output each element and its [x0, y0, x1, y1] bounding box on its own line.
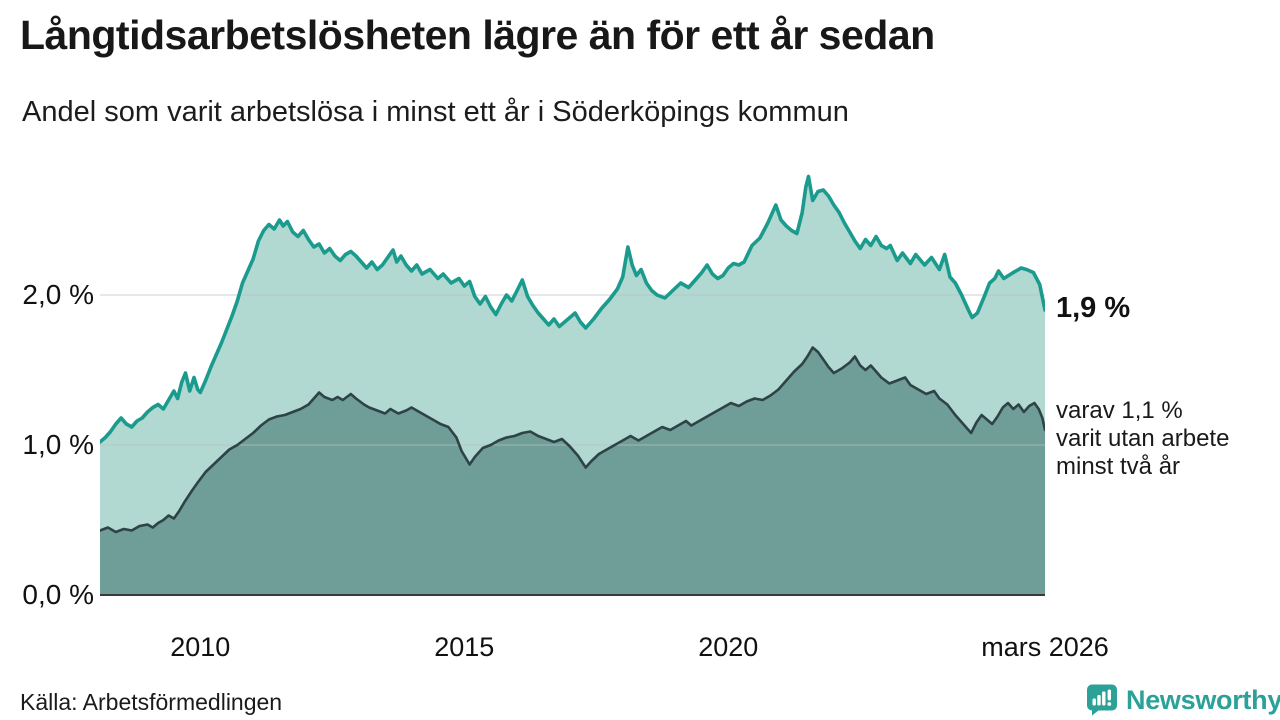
line-min-one-year: [100, 174, 1045, 444]
secondary-annotation-line: varit utan arbete: [1056, 425, 1230, 452]
newsworthy-bubble-chart-icon: [1087, 684, 1117, 716]
page-subtitle: Andel som varit arbetslösa i minst ett å…: [22, 96, 849, 128]
y-axis-tick-label: 2,0 %: [22, 279, 94, 310]
end-value-annotation: 1,9 %: [1056, 292, 1131, 324]
area-fill-min-two-years: [100, 347, 1045, 595]
page-title: Långtidsarbetslösheten lägre än för ett …: [20, 12, 935, 58]
secondary-annotation-line: varav 1,1 %: [1056, 397, 1183, 424]
x-axis-tick-label: mars 2026: [981, 632, 1109, 662]
chart-canvas: [100, 174, 1045, 596]
source-note: Källa: Arbetsförmedlingen: [20, 689, 283, 715]
x-axis-tick-label: 2020: [698, 632, 759, 662]
x-axis-tick-label: 2010: [170, 632, 231, 662]
newsworthy-wordmark: Newsworthy: [1126, 684, 1280, 715]
secondary-annotation-line: minst två år: [1056, 453, 1181, 480]
line-min-two-years: [100, 346, 1045, 534]
newsworthy-logo: Newsworthy: [1085, 683, 1280, 717]
y-axis-tick-label: 1,0 %: [22, 429, 94, 460]
y-axis-tick-label: 0,0 %: [22, 579, 94, 610]
x-axis-tick-label: 2015: [434, 632, 495, 662]
secondary-annotation: varav 1,1 % varit utan arbete minst två år: [1056, 397, 1229, 481]
